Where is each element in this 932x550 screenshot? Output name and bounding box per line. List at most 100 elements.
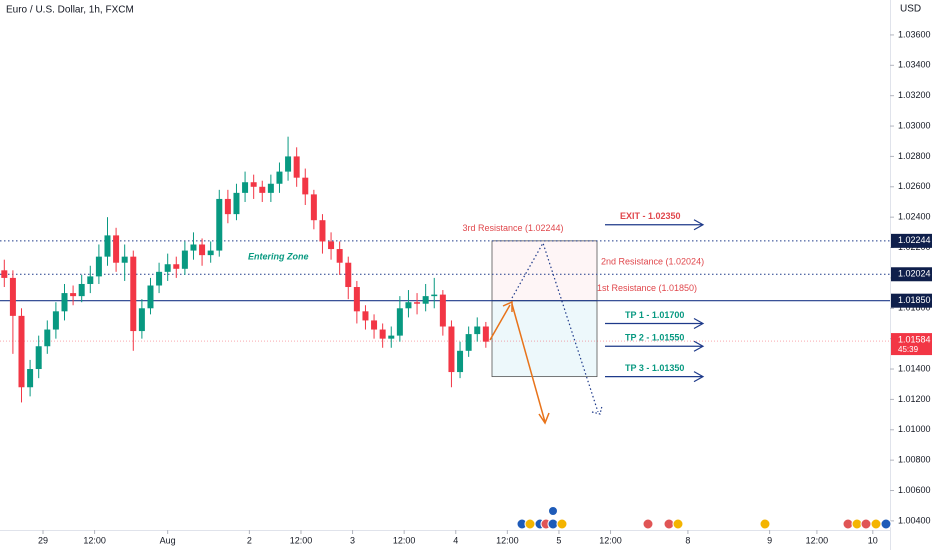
zone-label: Entering Zone xyxy=(248,251,309,261)
candle-body xyxy=(1,270,8,278)
candle-body xyxy=(216,198,223,251)
level-badge xyxy=(891,267,932,282)
candle-body xyxy=(259,186,266,193)
y-tick-label: 1.00800 xyxy=(898,455,931,465)
currency-label: USD xyxy=(900,4,921,15)
candle-body xyxy=(345,262,352,288)
countdown: 45:39 xyxy=(898,345,919,354)
candle-body xyxy=(104,235,111,257)
candle-body xyxy=(35,346,42,370)
x-tick-label: 8 xyxy=(685,535,690,545)
x-tick-label: 3 xyxy=(350,535,355,545)
candle-body xyxy=(448,326,455,373)
projection-dotted xyxy=(511,241,599,413)
y-tick-label: 1.00400 xyxy=(898,515,931,525)
candle-body xyxy=(396,308,403,336)
target-arrowhead xyxy=(693,340,705,352)
y-tick-label: 1.02600 xyxy=(898,181,931,191)
y-tick-label: 1.00600 xyxy=(898,485,931,495)
x-tick-label: 4 xyxy=(453,535,458,545)
candle-body xyxy=(121,256,128,263)
candle-body xyxy=(199,244,206,256)
target-label: EXIT - 1.02350 xyxy=(620,211,681,221)
candle-body xyxy=(414,302,421,304)
level-text: 3rd Resistance (1.02244) xyxy=(462,223,563,233)
target-arrowhead xyxy=(693,371,705,383)
event-icon xyxy=(524,518,536,530)
target-arrowhead xyxy=(693,317,705,329)
candle-body xyxy=(181,250,188,269)
target-zone xyxy=(491,300,598,378)
candle-body xyxy=(465,334,472,351)
chart-title: Euro / U.S. Dollar, 1h, FXCM xyxy=(6,5,134,16)
candle-body xyxy=(431,294,438,297)
y-tick-label: 1.03600 xyxy=(898,29,931,39)
candle-body xyxy=(138,308,145,332)
candle-body xyxy=(9,277,16,316)
candle-body xyxy=(293,156,300,178)
candle-body xyxy=(164,264,171,272)
event-icon xyxy=(880,518,892,530)
candle-body xyxy=(147,285,154,309)
projection-up-head xyxy=(502,300,513,312)
candle-body xyxy=(482,326,489,342)
event-icon xyxy=(642,518,654,530)
x-tick-label: 12:00 xyxy=(496,535,519,545)
target-arrowhead xyxy=(693,219,705,231)
candle-body xyxy=(113,235,120,263)
level-badge-label: 1.02024 xyxy=(898,269,931,279)
risk-zone xyxy=(491,240,598,302)
candle-body xyxy=(379,329,386,339)
y-tick-label: 1.03000 xyxy=(898,120,931,130)
candle-body xyxy=(319,220,326,242)
event-icon xyxy=(548,506,558,516)
candle-body xyxy=(276,171,283,184)
candle-body xyxy=(310,194,317,221)
candle-body xyxy=(267,183,274,193)
x-tick-label: 12:00 xyxy=(83,535,106,545)
level-badge xyxy=(891,293,932,308)
candle-body xyxy=(302,177,309,195)
y-tick-label: 1.01200 xyxy=(898,394,931,404)
y-tick-label: 1.03200 xyxy=(898,90,931,100)
x-tick-label: 12:00 xyxy=(599,535,622,545)
x-tick-label: 2 xyxy=(247,535,252,545)
candle-body xyxy=(18,315,25,388)
event-icon xyxy=(759,518,771,530)
candle-body xyxy=(27,369,34,388)
level-text: 2nd Resistance (1.02024) xyxy=(601,257,704,267)
candle-body xyxy=(190,244,197,251)
x-tick-label: 12:00 xyxy=(290,535,313,545)
candle-body xyxy=(457,350,464,373)
candle-body xyxy=(285,156,292,172)
level-badge-label: 1.02244 xyxy=(898,235,931,245)
x-tick-label: 12:00 xyxy=(806,535,829,545)
y-tick-label: 1.01000 xyxy=(898,424,931,434)
candle-body xyxy=(388,335,395,339)
candle-body xyxy=(233,192,240,215)
y-tick-label: 1.03400 xyxy=(898,60,931,70)
event-icon xyxy=(870,518,882,530)
candle-body xyxy=(44,329,51,347)
candle-body xyxy=(156,271,163,286)
candle-body xyxy=(422,296,429,304)
x-tick-label: 12:00 xyxy=(393,535,416,545)
level-text: 1st Resistance (1.01850) xyxy=(597,283,697,293)
candle-body xyxy=(52,311,59,330)
target-label: TP 2 - 1.01550 xyxy=(625,333,684,343)
projection-dotted-head xyxy=(591,405,603,415)
candle-body xyxy=(336,249,343,263)
x-tick-label: 5 xyxy=(556,535,561,545)
projection-down-head xyxy=(538,412,550,425)
event-icon xyxy=(860,518,872,530)
level-badge-label: 1.01850 xyxy=(898,295,931,305)
candle-body xyxy=(95,256,102,277)
y-tick-label: 1.02400 xyxy=(898,212,931,222)
candle-body xyxy=(439,294,446,327)
projection-down xyxy=(511,303,546,423)
candle-body xyxy=(242,182,249,193)
candle-body xyxy=(173,264,180,269)
event-icon xyxy=(672,518,684,530)
y-tick-label: 1.02800 xyxy=(898,151,931,161)
